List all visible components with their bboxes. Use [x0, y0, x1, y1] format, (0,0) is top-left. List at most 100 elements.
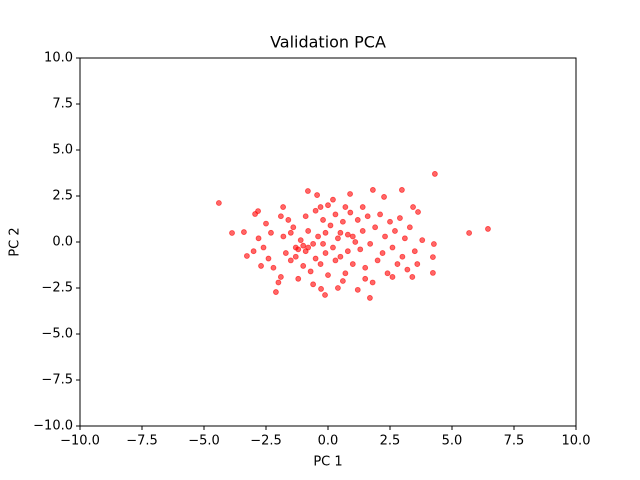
plot-frame — [79, 57, 577, 427]
point — [335, 285, 341, 291]
point — [409, 274, 416, 280]
point — [300, 263, 307, 269]
point — [357, 246, 364, 253]
point — [406, 224, 413, 231]
point — [302, 213, 309, 220]
point — [305, 188, 311, 194]
point — [327, 222, 334, 229]
point — [349, 261, 356, 267]
point — [277, 274, 284, 280]
point — [335, 235, 341, 242]
point — [273, 289, 279, 295]
point — [381, 194, 387, 200]
x-tick-label: 7.5 — [504, 434, 525, 449]
point — [377, 211, 383, 218]
y-tick-label: 5.0 — [52, 143, 73, 158]
point — [392, 228, 398, 234]
point — [292, 253, 299, 260]
point — [280, 204, 287, 210]
point — [268, 229, 274, 236]
point — [352, 239, 359, 245]
point — [342, 204, 349, 210]
point — [342, 270, 349, 277]
point — [322, 229, 329, 236]
point — [411, 248, 418, 255]
point — [312, 255, 319, 262]
point — [318, 286, 324, 292]
point — [414, 261, 421, 267]
point — [466, 230, 473, 236]
y-tick-label: 2.5 — [52, 189, 73, 204]
point — [384, 270, 391, 277]
point — [314, 192, 320, 198]
point — [387, 218, 393, 225]
point — [270, 264, 277, 271]
point — [430, 241, 437, 247]
point — [339, 278, 346, 284]
point — [322, 250, 329, 256]
point — [297, 237, 304, 244]
point — [347, 209, 354, 216]
point — [347, 191, 353, 197]
point — [265, 255, 272, 262]
point — [277, 213, 284, 220]
point — [364, 213, 371, 220]
y-tick-label: −7.5 — [41, 373, 73, 388]
point — [320, 240, 326, 247]
y-axis-label: PC 2 — [8, 227, 23, 256]
point — [305, 244, 312, 251]
point — [362, 264, 369, 271]
point — [322, 292, 328, 298]
point — [285, 217, 292, 223]
point — [344, 248, 351, 255]
point — [310, 240, 317, 247]
point — [307, 268, 314, 275]
point — [382, 233, 388, 240]
point — [317, 204, 324, 210]
point — [374, 257, 381, 264]
point — [397, 215, 403, 221]
y-tick-label: −5.0 — [41, 327, 73, 342]
point — [280, 233, 287, 240]
point — [430, 270, 436, 276]
point — [399, 187, 405, 193]
point — [325, 202, 331, 209]
y-tick-label: 10.0 — [44, 51, 73, 66]
x-tick-label: −2.5 — [250, 434, 282, 449]
point — [367, 295, 373, 301]
x-tick-label: 5.0 — [442, 434, 463, 449]
point — [295, 275, 302, 282]
point — [410, 204, 416, 210]
point — [399, 253, 406, 260]
point — [404, 266, 411, 273]
y-tick-label: 7.5 — [52, 97, 73, 112]
x-tick-label: −5.0 — [188, 434, 220, 449]
point — [287, 229, 294, 236]
point — [337, 229, 344, 236]
point — [250, 248, 257, 255]
point — [419, 237, 426, 244]
point — [354, 217, 361, 223]
point — [310, 281, 317, 288]
point — [275, 279, 282, 286]
point — [379, 250, 386, 256]
x-axis-label: PC 1 — [313, 455, 342, 470]
point — [369, 187, 376, 193]
point — [372, 224, 379, 231]
y-tick-label: −2.5 — [41, 281, 73, 296]
point — [287, 257, 294, 264]
point — [430, 254, 436, 260]
point — [320, 217, 326, 223]
point — [300, 242, 307, 249]
point — [229, 230, 235, 236]
point — [359, 228, 366, 234]
point — [344, 231, 351, 238]
point — [362, 275, 369, 282]
point — [312, 207, 319, 214]
point — [389, 244, 396, 251]
point — [369, 279, 376, 286]
point — [431, 171, 438, 177]
chart-title: Validation PCA — [270, 33, 386, 52]
